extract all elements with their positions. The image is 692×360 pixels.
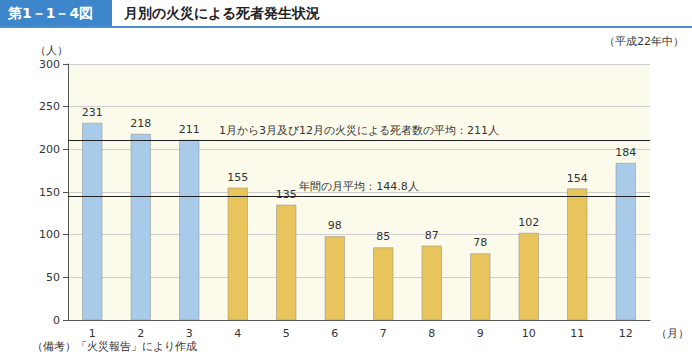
html-text:第1－1－4図: 第1－1－4図 (8, 5, 94, 21)
svg-text:85: 85 (376, 230, 390, 243)
svg-text:102: 102 (518, 216, 539, 229)
svg-text:年間の月平均：144.8人: 年間の月平均：144.8人 (299, 180, 419, 193)
svg-text:300: 300 (39, 58, 60, 71)
svg-text:154: 154 (567, 172, 588, 185)
svg-text:9: 9 (477, 327, 484, 340)
html-text:月別の火災による死者発生状況: 月別の火災による死者発生状況 (124, 5, 320, 21)
svg-text:6: 6 (331, 327, 338, 340)
svg-text:78: 78 (473, 236, 487, 249)
svg-text:135: 135 (276, 188, 297, 201)
svg-text:50: 50 (46, 271, 60, 284)
html-text:（平成22年中）: （平成22年中） (604, 35, 684, 48)
svg-text:1月から3月及び12月の火災による死者数の平均：211人: 1月から3月及び12月の火災による死者数の平均：211人 (219, 124, 499, 137)
svg-text:184: 184 (615, 146, 636, 159)
svg-text:（月）: （月） (656, 327, 689, 340)
svg-text:250: 250 (39, 100, 60, 113)
svg-text:4: 4 (234, 327, 241, 340)
svg-text:12: 12 (619, 327, 633, 340)
svg-text:87: 87 (425, 229, 439, 242)
svg-text:231: 231 (82, 106, 103, 119)
svg-text:11: 11 (570, 327, 584, 340)
svg-text:（人）: （人） (35, 44, 68, 57)
svg-text:1: 1 (89, 327, 96, 340)
html-text:（備考）「火災報告」により作成: （備考）「火災報告」により作成 (32, 340, 197, 353)
svg-text:8: 8 (428, 327, 435, 340)
svg-text:200: 200 (39, 143, 60, 156)
svg-text:0: 0 (53, 314, 60, 327)
svg-text:98: 98 (328, 219, 342, 232)
svg-text:7: 7 (380, 327, 387, 340)
svg-text:3: 3 (186, 327, 193, 340)
svg-text:10: 10 (522, 327, 536, 340)
svg-text:218: 218 (130, 117, 151, 130)
svg-text:155: 155 (227, 171, 248, 184)
svg-text:2: 2 (137, 327, 144, 340)
svg-text:100: 100 (39, 228, 60, 241)
svg-text:5: 5 (283, 327, 290, 340)
svg-text:211: 211 (179, 123, 200, 136)
svg-text:150: 150 (39, 186, 60, 199)
